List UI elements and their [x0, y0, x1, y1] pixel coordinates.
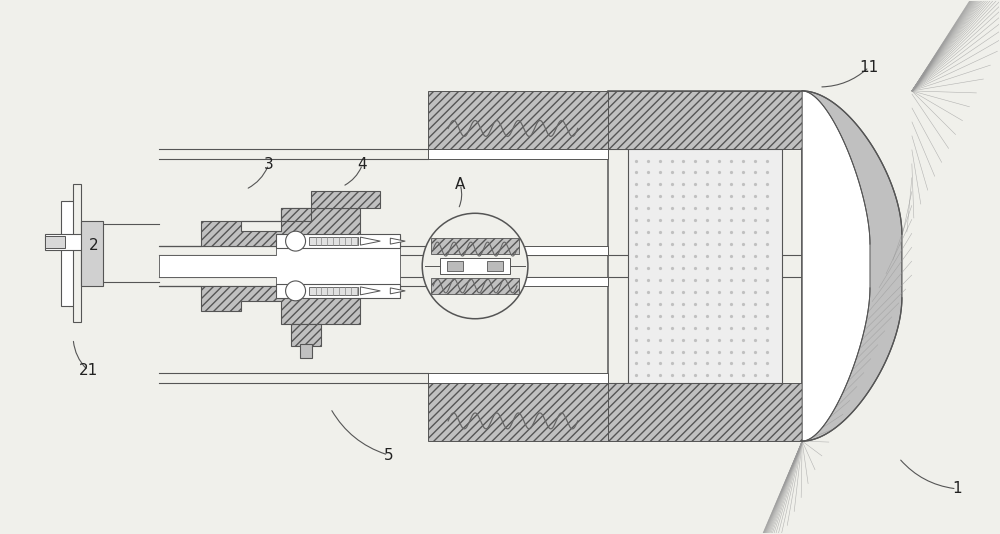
Bar	[447, 261, 463, 271]
Text: 1: 1	[952, 481, 962, 496]
Polygon shape	[802, 91, 870, 441]
Polygon shape	[802, 91, 902, 441]
Bar	[608, 91, 802, 148]
Bar	[428, 383, 608, 441]
Bar	[428, 91, 608, 148]
Bar	[428, 246, 608, 255]
Bar	[428, 373, 608, 383]
Bar	[73, 184, 81, 321]
Bar	[45, 236, 65, 248]
Bar	[487, 261, 503, 271]
Circle shape	[422, 213, 528, 319]
Bar	[45, 234, 93, 250]
Text: 5: 5	[383, 447, 393, 462]
Bar	[431, 278, 519, 294]
Text: 4: 4	[358, 157, 367, 172]
Bar	[431, 238, 519, 254]
Bar	[291, 324, 321, 345]
Circle shape	[286, 281, 306, 301]
Text: 3: 3	[264, 157, 274, 172]
Text: 21: 21	[79, 363, 98, 378]
Polygon shape	[159, 208, 400, 246]
Polygon shape	[360, 237, 380, 245]
Bar	[309, 287, 358, 295]
Bar	[61, 201, 79, 306]
Text: A: A	[455, 177, 465, 192]
Polygon shape	[360, 287, 380, 295]
Circle shape	[286, 231, 306, 251]
Bar	[276, 234, 400, 248]
Polygon shape	[390, 288, 405, 294]
Bar	[428, 277, 608, 286]
Bar	[276, 284, 400, 298]
Polygon shape	[159, 286, 400, 324]
Text: 2: 2	[89, 238, 99, 253]
Bar	[628, 148, 782, 383]
Bar	[428, 148, 608, 159]
Bar	[608, 91, 802, 441]
Bar	[440, 258, 510, 274]
Bar	[608, 383, 802, 441]
Bar	[309, 237, 358, 245]
Bar	[300, 343, 312, 358]
Polygon shape	[159, 246, 400, 286]
Polygon shape	[390, 238, 405, 244]
Text: 11: 11	[859, 60, 879, 75]
Polygon shape	[241, 191, 380, 221]
Bar	[81, 221, 103, 286]
